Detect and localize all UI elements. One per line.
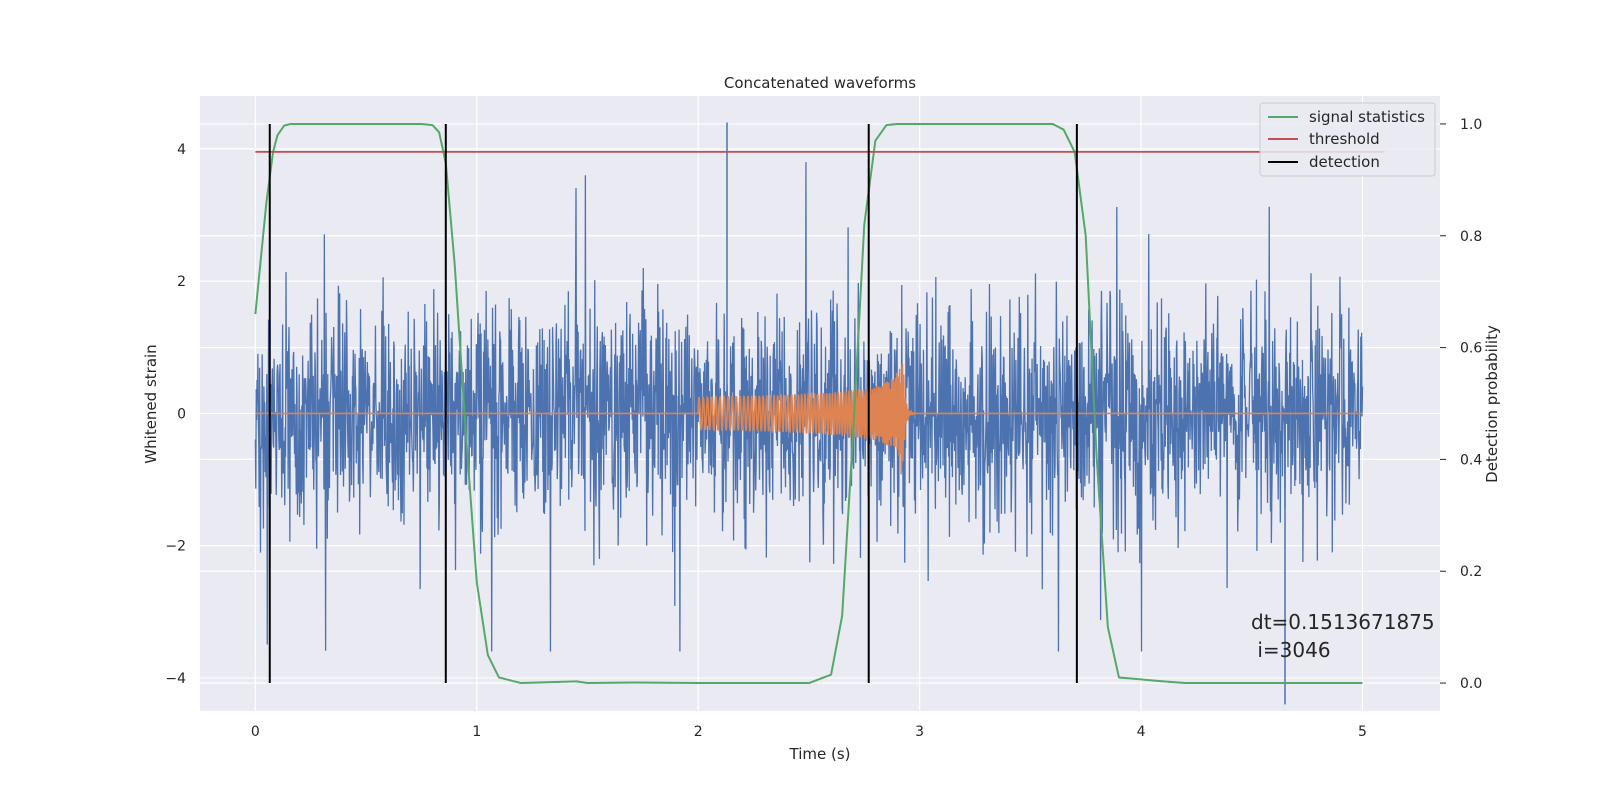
y2-axis-ticks: 0.0 0.2 0.4 0.6 0.8 1.0 <box>1440 117 1482 692</box>
x-tick-label: 3 <box>915 724 924 740</box>
x-axis-label: Time (s) <box>789 745 851 763</box>
y2-axis-label: Detection probability <box>1483 325 1501 483</box>
template-series <box>255 364 1363 475</box>
x-tick-label: 0 <box>251 724 260 740</box>
legend-label-statistics: signal statistics <box>1309 108 1425 126</box>
annotation-line-i: i=3046 <box>1251 638 1331 662</box>
dt-annotation: dt=0.1513671875 i=3046 <box>1251 610 1435 662</box>
y2-tick-label: 0.0 <box>1460 676 1482 692</box>
strain-series <box>254 122 1364 705</box>
strain-line <box>254 162 1364 652</box>
x-axis-ticks: 0 1 2 3 4 5 <box>251 724 1367 740</box>
legend-label-detection: detection <box>1309 153 1380 171</box>
legend: signal statistics threshold detection <box>1259 102 1436 177</box>
template-line <box>255 364 1363 475</box>
legend-box <box>1259 102 1436 177</box>
x-tick-label: 1 <box>472 724 481 740</box>
y2-tick-label: 0.2 <box>1460 564 1482 580</box>
y2-tick-label: 0.8 <box>1460 229 1482 245</box>
x-tick-label: 2 <box>694 724 703 740</box>
y-tick-label: −2 <box>165 539 186 555</box>
legend-label-threshold: threshold <box>1309 130 1380 148</box>
x-tick-label: 4 <box>1137 724 1146 740</box>
y-tick-label: 2 <box>177 274 186 290</box>
y2-tick-label: 1.0 <box>1460 117 1482 133</box>
y-axis-label: Whitened strain <box>142 344 160 463</box>
y-tick-label: −4 <box>165 671 186 687</box>
annotation-line-dt: dt=0.1513671875 <box>1251 610 1435 634</box>
x-tick-label: 5 <box>1358 724 1367 740</box>
y-axis-ticks: −4 −2 0 2 4 <box>165 142 186 687</box>
chart-title: Concatenated waveforms <box>724 74 916 92</box>
detection-series <box>268 123 1078 684</box>
y2-tick-label: 0.6 <box>1460 341 1482 357</box>
y-tick-label: 4 <box>177 142 186 158</box>
y-tick-label: 0 <box>177 406 186 422</box>
plot-area <box>254 122 1385 705</box>
y2-tick-label: 0.4 <box>1460 452 1482 468</box>
